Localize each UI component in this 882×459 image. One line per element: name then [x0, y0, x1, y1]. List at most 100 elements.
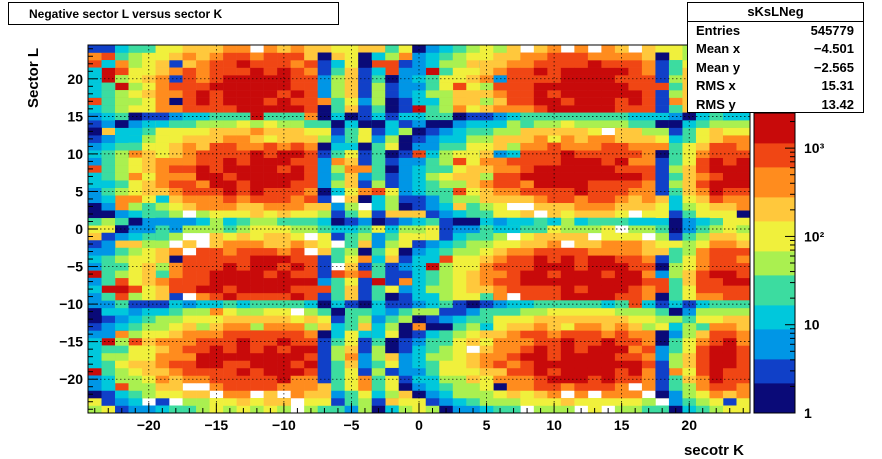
heatmap-cell: [344, 202, 359, 211]
heatmap-cell: [547, 172, 562, 181]
heatmap-cell: [196, 345, 210, 354]
heatmap-cell: [304, 195, 318, 204]
heatmap-cell: [358, 307, 373, 316]
heatmap-cell: [209, 255, 224, 264]
heatmap-cell: [655, 90, 670, 98]
heatmap-cell: [547, 262, 562, 271]
heatmap-cell: [398, 277, 413, 286]
heatmap-cell: [533, 202, 548, 211]
heatmap-cell: [169, 157, 183, 166]
heatmap-cell: [439, 240, 454, 249]
heatmap-cell: [196, 112, 210, 121]
heatmap-cell: [668, 397, 683, 406]
heatmap-cell: [466, 67, 481, 76]
heatmap-cell: [223, 97, 237, 106]
heatmap-cell: [614, 52, 629, 61]
heatmap-cell: [574, 210, 589, 219]
heatmap-cell: [587, 315, 602, 324]
heatmap-cell: [695, 390, 710, 399]
heatmap-cell: [250, 330, 264, 339]
heatmap-cell: [317, 277, 332, 286]
heatmap-cell: [155, 270, 170, 279]
heatmap-cell: [209, 307, 224, 316]
heatmap-cell: [682, 367, 697, 376]
heatmap-cell: [560, 150, 575, 158]
heatmap-cell: [655, 172, 670, 181]
heatmap-cell: [155, 150, 170, 158]
heatmap-cell: [601, 397, 616, 406]
heatmap-cell: [142, 360, 156, 369]
heatmap-cell: [736, 255, 751, 264]
heatmap-cell: [439, 397, 454, 406]
heatmap-cell: [209, 382, 224, 391]
heatmap-cell: [695, 142, 710, 151]
heatmap-cell: [155, 240, 170, 249]
heatmap-cell: [452, 277, 467, 286]
heatmap-cell: [155, 292, 170, 301]
heatmap-cell: [493, 217, 508, 226]
heatmap-cell: [344, 135, 359, 143]
heatmap-cell: [88, 292, 102, 301]
heatmap-cell: [223, 60, 237, 68]
heatmap-cell: [506, 112, 521, 121]
heatmap-cell: [155, 195, 170, 204]
heatmap-cell: [277, 105, 291, 113]
heatmap-cell: [142, 382, 156, 391]
heatmap-cell: [358, 322, 373, 331]
heatmap-cell: [628, 330, 643, 339]
heatmap-cell: [88, 120, 102, 128]
heatmap-cell: [169, 105, 183, 113]
stats-label: Mean x: [696, 41, 741, 57]
heatmap-cell: [709, 397, 724, 406]
heatmap-cell: [398, 352, 413, 361]
heatmap-cell: [317, 322, 332, 331]
heatmap-cell: [331, 45, 345, 53]
heatmap-cell: [722, 240, 737, 249]
heatmap-cell: [493, 277, 508, 286]
heatmap-cell: [560, 277, 575, 286]
heatmap-cell: [533, 157, 548, 166]
heatmap-cell: [196, 390, 210, 399]
heatmap-cell: [614, 247, 629, 256]
heatmap-cell: [722, 307, 737, 316]
heatmap-cell: [155, 375, 170, 384]
heatmap-cell: [277, 202, 291, 211]
heatmap-cell: [628, 67, 643, 76]
heatmap-cell: [398, 75, 413, 83]
heatmap-cell: [196, 67, 210, 76]
heatmap-cell: [250, 285, 264, 294]
heatmap-cell: [641, 127, 656, 136]
heatmap-cell: [317, 52, 332, 61]
heatmap-cell: [736, 112, 751, 121]
heatmap-cell: [412, 382, 427, 391]
heatmap-cell: [668, 157, 683, 166]
x-tick-label: −5: [343, 417, 359, 433]
heatmap-cell: [655, 277, 670, 286]
heatmap-cell: [601, 307, 616, 316]
heatmap-cell: [520, 307, 535, 316]
heatmap-cell: [331, 90, 345, 98]
heatmap-cell: [128, 352, 143, 361]
heatmap-cell: [668, 232, 683, 241]
heatmap-cell: [398, 52, 413, 61]
heatmap-cell: [304, 127, 318, 136]
heatmap-cell: [722, 330, 737, 339]
heatmap-cell: [722, 315, 737, 324]
heatmap-cell: [209, 247, 224, 256]
heatmap-cell: [142, 292, 156, 301]
heatmap-cell: [115, 120, 129, 128]
heatmap-cell: [142, 315, 156, 324]
heatmap-cell: [452, 270, 467, 279]
heatmap-cell: [385, 352, 400, 361]
heatmap-cell: [493, 247, 508, 256]
heatmap-cell: [88, 367, 102, 376]
heatmap-cell: [506, 337, 521, 346]
heatmap-cell: [317, 367, 332, 376]
heatmap-cell: [263, 180, 278, 188]
heatmap-cell: [331, 142, 345, 151]
heatmap-cell: [371, 390, 386, 399]
heatmap-cell: [668, 82, 683, 91]
heatmap-cell: [439, 352, 454, 361]
heatmap-cell: [101, 210, 116, 219]
heatmap-cell: [587, 60, 602, 68]
